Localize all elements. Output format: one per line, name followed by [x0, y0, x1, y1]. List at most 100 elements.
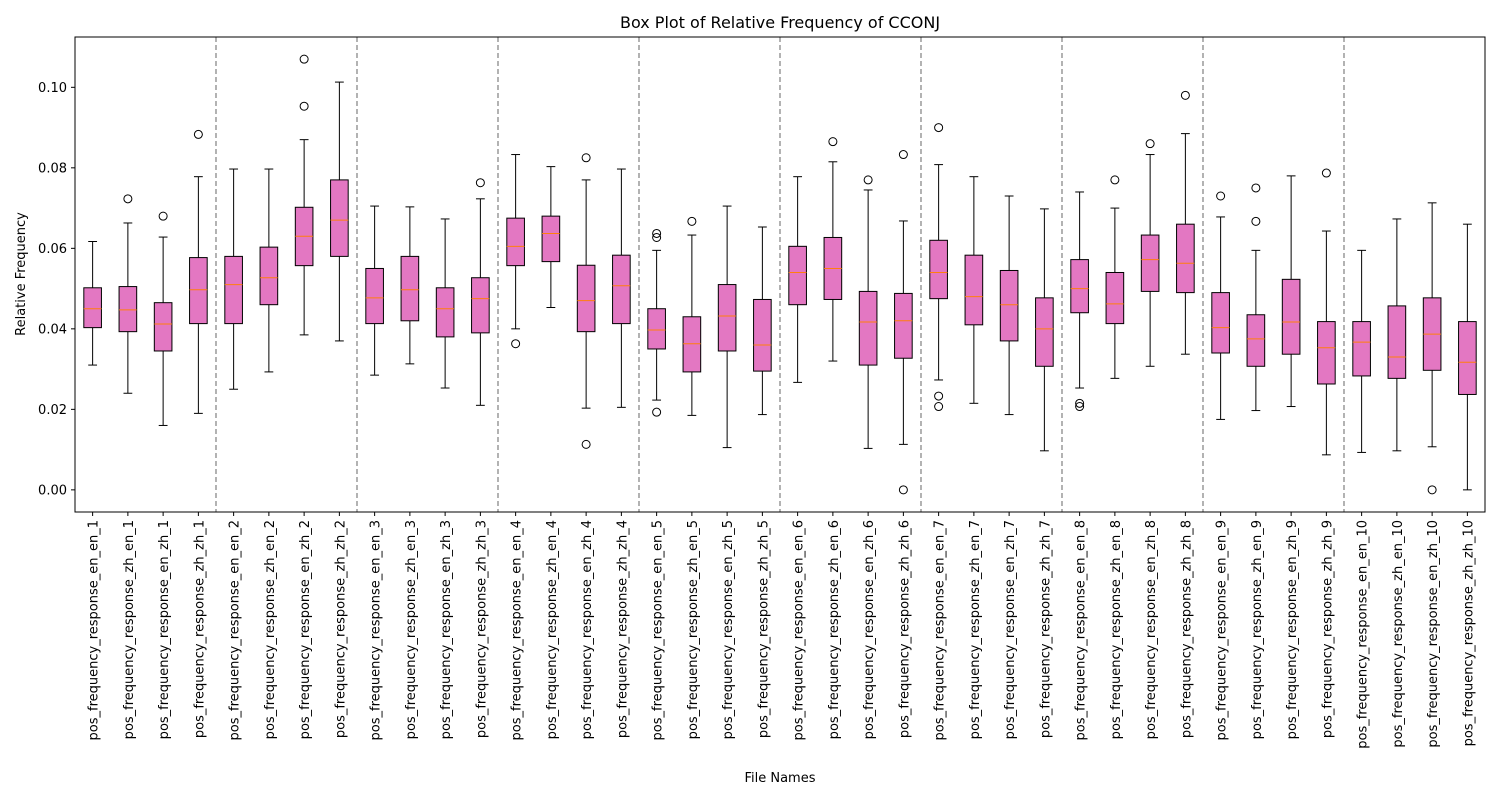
x-tick-label: pos_frequency_response_zh_en_9	[1250, 520, 1265, 739]
outlier-point	[828, 137, 838, 147]
x-tick-label: pos_frequency_response_en_en_8	[1074, 520, 1089, 740]
x-tick-label: pos_frequency_response_zh_en_8	[1109, 520, 1124, 739]
outlier-point	[898, 485, 908, 495]
x-tick-label: pos_frequency_response_en_en_5	[651, 520, 666, 740]
x-tick-label: pos_frequency_response_en_en_2	[228, 520, 243, 740]
x-tick-label: pos_frequency_response_zh_zh_8	[1179, 520, 1194, 738]
box	[153, 302, 173, 352]
box	[612, 254, 631, 325]
outlier-point	[934, 123, 944, 133]
box	[471, 277, 490, 334]
x-tick-label: pos_frequency_response_zh_zh_1	[192, 520, 207, 738]
x-tick-label: pos_frequency_response_zh_zh_9	[1320, 520, 1335, 738]
box	[1070, 259, 1089, 314]
x-tick-label: pos_frequency_response_zh_en_5	[686, 520, 701, 739]
box	[1317, 321, 1336, 385]
x-tick-label: pos_frequency_response_zh_en_4	[545, 520, 560, 739]
x-tick-label: pos_frequency_response_zh_zh_6	[897, 520, 912, 738]
x-tick-label: pos_frequency_response_en_en_9	[1215, 520, 1230, 740]
x-tick-label: pos_frequency_response_zh_en_7	[968, 520, 983, 739]
outlier-point	[1321, 168, 1331, 178]
x-tick-label: pos_frequency_response_en_zh_4	[580, 520, 595, 739]
outlier-point	[652, 407, 662, 417]
x-tick-label: pos_frequency_response_zh_en_3	[404, 520, 419, 739]
x-tick-label: pos_frequency_response_zh_en_10	[1391, 520, 1406, 748]
outlier-point	[158, 211, 168, 221]
x-tick-label: pos_frequency_response_zh_zh_5	[756, 520, 771, 738]
x-tick-label: pos_frequency_response_en_zh_1	[157, 520, 172, 739]
box	[224, 255, 243, 325]
y-tick-label: 0.08	[38, 161, 67, 176]
box	[83, 287, 102, 329]
box	[1211, 292, 1230, 354]
box	[682, 316, 702, 373]
x-tick-label: pos_frequency_response_zh_zh_10	[1461, 520, 1476, 746]
outlier-point	[652, 228, 662, 238]
y-tick-label: 0.04	[38, 322, 67, 337]
x-tick-label: pos_frequency_response_en_zh_8	[1144, 520, 1159, 739]
x-tick-label: pos_frequency_response_en_zh_6	[862, 520, 877, 739]
outlier-point	[934, 391, 944, 401]
x-tick-label: pos_frequency_response_en_en_7	[933, 520, 948, 740]
outlier-point	[1075, 398, 1085, 408]
box	[1281, 278, 1301, 355]
x-tick-label: pos_frequency_response_zh_en_6	[827, 520, 842, 739]
outlier-point	[1251, 216, 1261, 226]
outlier-point	[193, 129, 203, 139]
x-tick-label: pos_frequency_response_zh_zh_7	[1038, 520, 1053, 738]
outlier-point	[299, 101, 309, 111]
box	[647, 308, 666, 350]
outlier-point	[1110, 175, 1120, 185]
y-tick-label: 0.02	[38, 403, 67, 418]
box	[894, 292, 913, 359]
box	[435, 287, 455, 338]
box	[365, 267, 384, 325]
chart-title: Box Plot of Relative Frequency of CCONJ	[620, 13, 940, 32]
box	[753, 298, 772, 372]
box	[717, 284, 737, 352]
x-tick-label: pos_frequency_response_zh_zh_3	[474, 520, 489, 738]
outlier-point	[863, 175, 873, 185]
box	[1105, 271, 1125, 325]
box	[506, 217, 525, 267]
outlier-point	[1075, 402, 1085, 412]
x-tick-label: pos_frequency_response_en_zh_3	[439, 520, 454, 739]
x-tick-label: pos_frequency_response_zh_zh_4	[615, 520, 630, 738]
outlier-point	[1145, 139, 1155, 149]
y-tick-label: 0.00	[38, 483, 67, 498]
box	[541, 215, 561, 263]
x-tick-label: pos_frequency_response_zh_zh_2	[333, 520, 348, 738]
x-tick-label: pos_frequency_response_zh_en_1	[122, 520, 137, 739]
box	[118, 286, 138, 333]
outlier-point	[1216, 191, 1226, 201]
outlier-point	[687, 216, 697, 226]
box	[1352, 321, 1371, 377]
outlier-point	[898, 150, 908, 160]
box	[1035, 297, 1054, 367]
x-axis-label: File Names	[744, 771, 815, 786]
box	[259, 246, 279, 306]
axes-frame	[74, 36, 1486, 513]
outlier-point	[1251, 183, 1261, 193]
x-tick-label: pos_frequency_response_en_en_4	[510, 520, 525, 740]
x-tick-label: pos_frequency_response_en_zh_2	[298, 520, 313, 739]
outlier-point	[475, 178, 485, 188]
outlier-point	[1180, 90, 1190, 100]
outlier-point	[652, 232, 662, 242]
outlier-point	[581, 153, 591, 163]
box	[858, 290, 878, 366]
box	[1458, 321, 1477, 395]
box	[1246, 314, 1266, 367]
box	[576, 264, 596, 333]
x-tick-label: pos_frequency_response_zh_en_2	[263, 520, 278, 739]
x-tick-label: pos_frequency_response_en_en_1	[87, 520, 102, 740]
outlier-point	[299, 54, 309, 64]
outlier-point	[581, 439, 591, 449]
box	[1140, 234, 1160, 292]
x-tick-label: pos_frequency_response_en_zh_5	[721, 520, 736, 739]
x-tick-label: pos_frequency_response_en_en_6	[792, 520, 807, 740]
x-tick-label: pos_frequency_response_en_zh_9	[1285, 520, 1300, 739]
y-axis-label: Relative Frequency	[14, 212, 29, 336]
